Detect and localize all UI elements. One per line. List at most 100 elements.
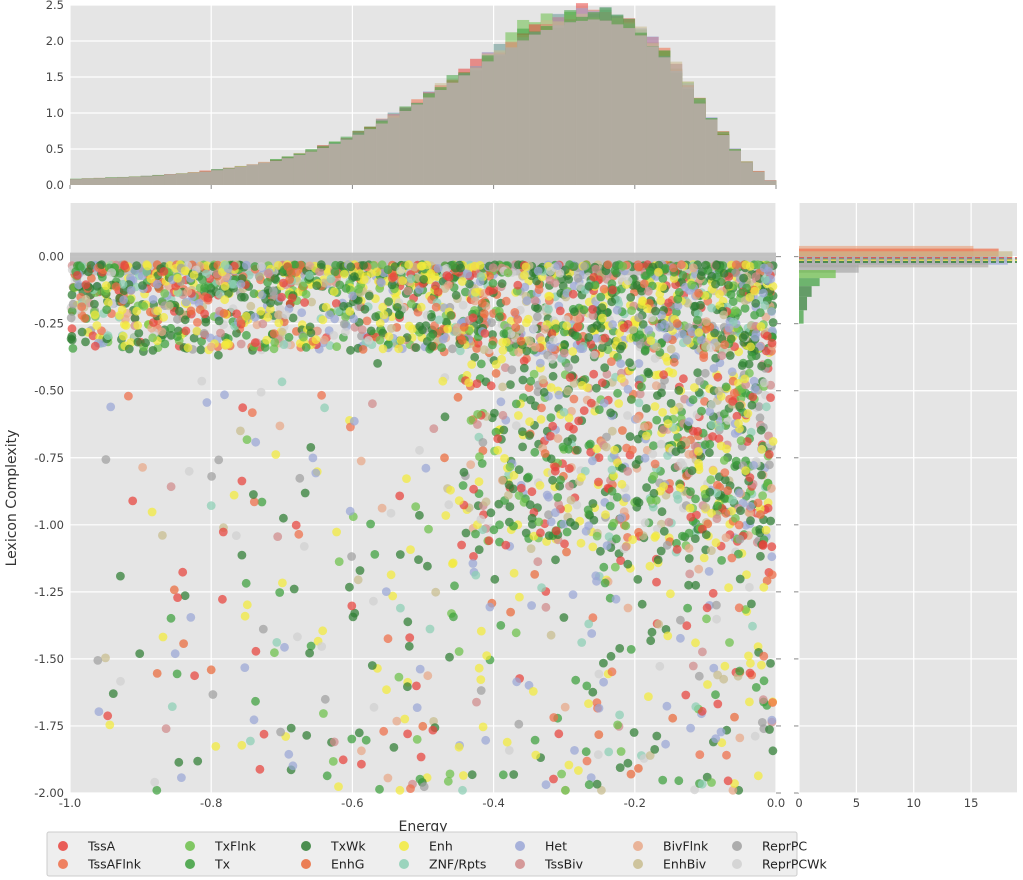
- scatter-point: [299, 332, 308, 342]
- legend-label: TssAFlnk: [87, 857, 142, 872]
- scatter-point: [544, 492, 553, 502]
- scatter-point: [697, 406, 706, 416]
- scatter-point: [548, 335, 558, 345]
- top-histogram-bar: [752, 171, 765, 185]
- scatter-point: [524, 680, 534, 690]
- scatter-point: [637, 382, 646, 392]
- scatter-point: [347, 601, 357, 611]
- scatter-point: [649, 471, 659, 481]
- scatter-point: [250, 312, 260, 322]
- scatter-point: [548, 421, 558, 431]
- scatter-point: [440, 453, 449, 463]
- scatter-point: [290, 260, 299, 270]
- scatter-point: [761, 525, 771, 535]
- scatter-point: [119, 295, 128, 305]
- scatter-point: [675, 483, 685, 493]
- scatter-point: [669, 263, 678, 273]
- scatter-point: [189, 333, 199, 343]
- scatter-point: [654, 267, 663, 277]
- scatter-point: [659, 370, 668, 380]
- scatter-point: [489, 525, 499, 535]
- scatter-point: [691, 580, 701, 590]
- scatter-point: [751, 683, 761, 692]
- scatter-point: [571, 675, 581, 685]
- scatter-point: [356, 456, 366, 466]
- scatter-point: [443, 776, 453, 786]
- scatter-point: [330, 267, 340, 277]
- scatter-point: [497, 475, 507, 485]
- scatter-point: [674, 287, 684, 297]
- scatter-point: [533, 387, 543, 397]
- scatter-point: [693, 309, 703, 319]
- scatter-point: [621, 542, 631, 551]
- scatter-point: [270, 648, 279, 658]
- scatter-x-tick-label: -0.8: [200, 796, 222, 810]
- scatter-point: [600, 578, 610, 588]
- scatter-point: [101, 653, 110, 663]
- scatter-point: [612, 534, 621, 544]
- scatter-point: [756, 551, 765, 561]
- scatter-point: [538, 375, 548, 384]
- scatter-point: [731, 268, 740, 278]
- scatter-point: [458, 481, 468, 490]
- scatter-point: [560, 340, 570, 350]
- scatter-point: [412, 735, 422, 744]
- scatter-point: [699, 353, 709, 362]
- scatter-point: [196, 345, 206, 355]
- scatter-point: [712, 261, 721, 270]
- scatter-point: [674, 386, 684, 395]
- scatter-point: [594, 703, 604, 713]
- scatter-point: [346, 262, 356, 272]
- top-histogram-bar: [152, 175, 165, 185]
- scatter-point: [553, 434, 563, 443]
- scatter-point: [495, 312, 504, 322]
- scatter-point: [663, 357, 672, 366]
- scatter-point: [359, 261, 368, 270]
- scatter-point: [334, 782, 343, 791]
- scatter-point: [712, 600, 721, 610]
- scatter-point: [573, 273, 583, 283]
- scatter-point: [569, 424, 578, 434]
- scatter-point: [200, 309, 210, 319]
- scatter-point: [531, 343, 540, 352]
- scatter-point: [741, 260, 751, 270]
- scatter-point: [642, 483, 651, 492]
- scatter-point: [115, 269, 125, 278]
- scatter-point: [594, 477, 603, 487]
- scatter-point: [77, 327, 87, 337]
- scatter-point: [694, 564, 704, 574]
- scatter-point: [386, 508, 396, 518]
- scatter-point: [721, 382, 731, 392]
- scatter-point: [763, 503, 773, 513]
- scatter-point: [198, 275, 207, 285]
- scatter-point: [702, 317, 711, 326]
- scatter-point: [274, 318, 284, 328]
- scatter-point: [250, 262, 260, 271]
- scatter-point: [537, 336, 546, 345]
- scatter-point: [445, 652, 454, 662]
- scatter-point: [749, 376, 759, 386]
- scatter-point: [699, 553, 709, 563]
- scatter-point: [291, 520, 301, 530]
- scatter-point: [569, 394, 579, 404]
- scatter-point: [498, 337, 507, 347]
- scatter-point: [389, 743, 399, 752]
- scatter-point: [698, 647, 707, 657]
- legend-label: ReprPCWk: [762, 857, 828, 872]
- scatter-point: [679, 374, 688, 384]
- scatter-point: [473, 338, 483, 348]
- scatter-point: [454, 496, 464, 505]
- scatter-point: [222, 338, 232, 348]
- scatter-point: [559, 407, 569, 417]
- right-histogram-grid: [798, 203, 1017, 794]
- scatter-point: [768, 318, 778, 327]
- scatter-point: [616, 359, 626, 368]
- scatter-point: [756, 322, 766, 331]
- scatter-point: [220, 260, 230, 270]
- scatter-point: [714, 386, 724, 396]
- scatter-point: [74, 280, 84, 290]
- scatter-point: [108, 689, 118, 698]
- scatter-point: [735, 534, 745, 544]
- scatter-point: [753, 771, 763, 781]
- legend-label: Het: [545, 839, 567, 854]
